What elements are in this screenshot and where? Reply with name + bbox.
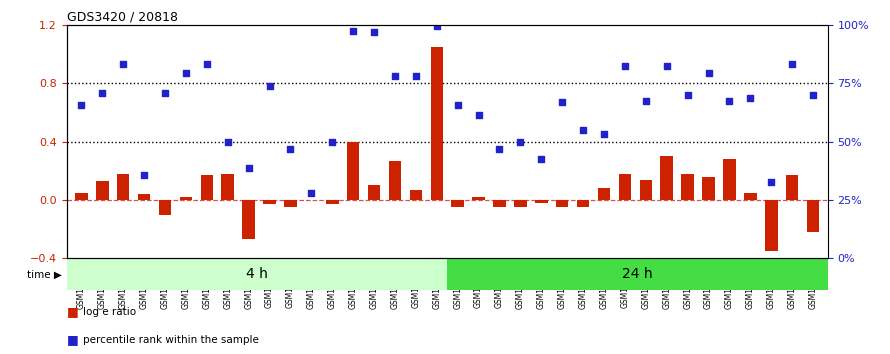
Point <box>514 139 528 144</box>
Bar <box>180 197 192 200</box>
Point <box>388 73 402 79</box>
Bar <box>263 200 276 204</box>
Text: 24 h: 24 h <box>622 267 652 281</box>
Point <box>765 180 779 185</box>
Point <box>241 165 255 171</box>
Text: ■: ■ <box>67 333 78 346</box>
Point <box>116 61 130 67</box>
Point <box>409 73 423 79</box>
Bar <box>702 177 715 200</box>
Point <box>534 156 548 162</box>
Bar <box>744 193 756 200</box>
Point <box>221 139 235 144</box>
Bar <box>556 200 569 207</box>
Point <box>701 70 716 76</box>
Point <box>199 61 214 67</box>
Point <box>158 91 172 96</box>
Bar <box>660 156 673 200</box>
Bar <box>158 200 171 215</box>
Bar <box>598 188 611 200</box>
Bar <box>724 159 736 200</box>
Point <box>95 91 109 96</box>
Text: ■: ■ <box>67 305 78 318</box>
Point <box>806 92 821 98</box>
Text: percentile rank within the sample: percentile rank within the sample <box>83 335 259 345</box>
Bar <box>493 200 506 207</box>
Bar <box>138 194 150 200</box>
Bar <box>75 193 87 200</box>
Bar <box>347 142 360 200</box>
Bar <box>535 200 547 203</box>
Text: time ▶: time ▶ <box>28 269 62 279</box>
Point <box>723 98 737 103</box>
Bar <box>473 197 485 200</box>
Point <box>618 63 632 68</box>
Bar <box>368 185 380 200</box>
Point <box>179 70 193 76</box>
Text: log e ratio: log e ratio <box>83 307 136 316</box>
Point <box>492 146 506 152</box>
Point <box>785 61 799 67</box>
Bar <box>431 47 443 200</box>
Bar <box>682 174 694 200</box>
Point <box>597 131 611 137</box>
Point <box>367 29 381 35</box>
Bar <box>786 175 798 200</box>
Bar <box>409 190 422 200</box>
Bar <box>514 200 527 207</box>
Point <box>681 92 695 98</box>
Bar <box>389 161 401 200</box>
Point <box>576 127 590 133</box>
Bar <box>284 200 296 207</box>
Point <box>137 172 151 178</box>
Bar <box>326 200 338 204</box>
Point <box>430 23 444 29</box>
Bar <box>117 174 129 200</box>
Point <box>659 63 674 68</box>
Text: 4 h: 4 h <box>246 267 268 281</box>
Bar <box>200 175 213 200</box>
Point <box>325 139 339 144</box>
Point <box>74 102 88 108</box>
Bar <box>619 174 631 200</box>
Bar <box>640 179 652 200</box>
Bar <box>577 200 589 207</box>
Bar <box>67 258 447 290</box>
Point <box>283 146 297 152</box>
Point <box>639 98 653 103</box>
Bar <box>451 200 464 207</box>
Bar <box>448 258 828 290</box>
Point <box>450 102 465 108</box>
Point <box>346 28 360 33</box>
Text: GDS3420 / 20818: GDS3420 / 20818 <box>67 11 178 24</box>
Point <box>472 113 486 118</box>
Bar <box>807 200 820 232</box>
Bar <box>96 181 109 200</box>
Point <box>743 95 757 101</box>
Bar <box>242 200 255 239</box>
Bar <box>765 200 778 251</box>
Point <box>555 99 570 105</box>
Bar <box>222 174 234 200</box>
Point <box>263 83 277 89</box>
Point <box>304 190 319 195</box>
